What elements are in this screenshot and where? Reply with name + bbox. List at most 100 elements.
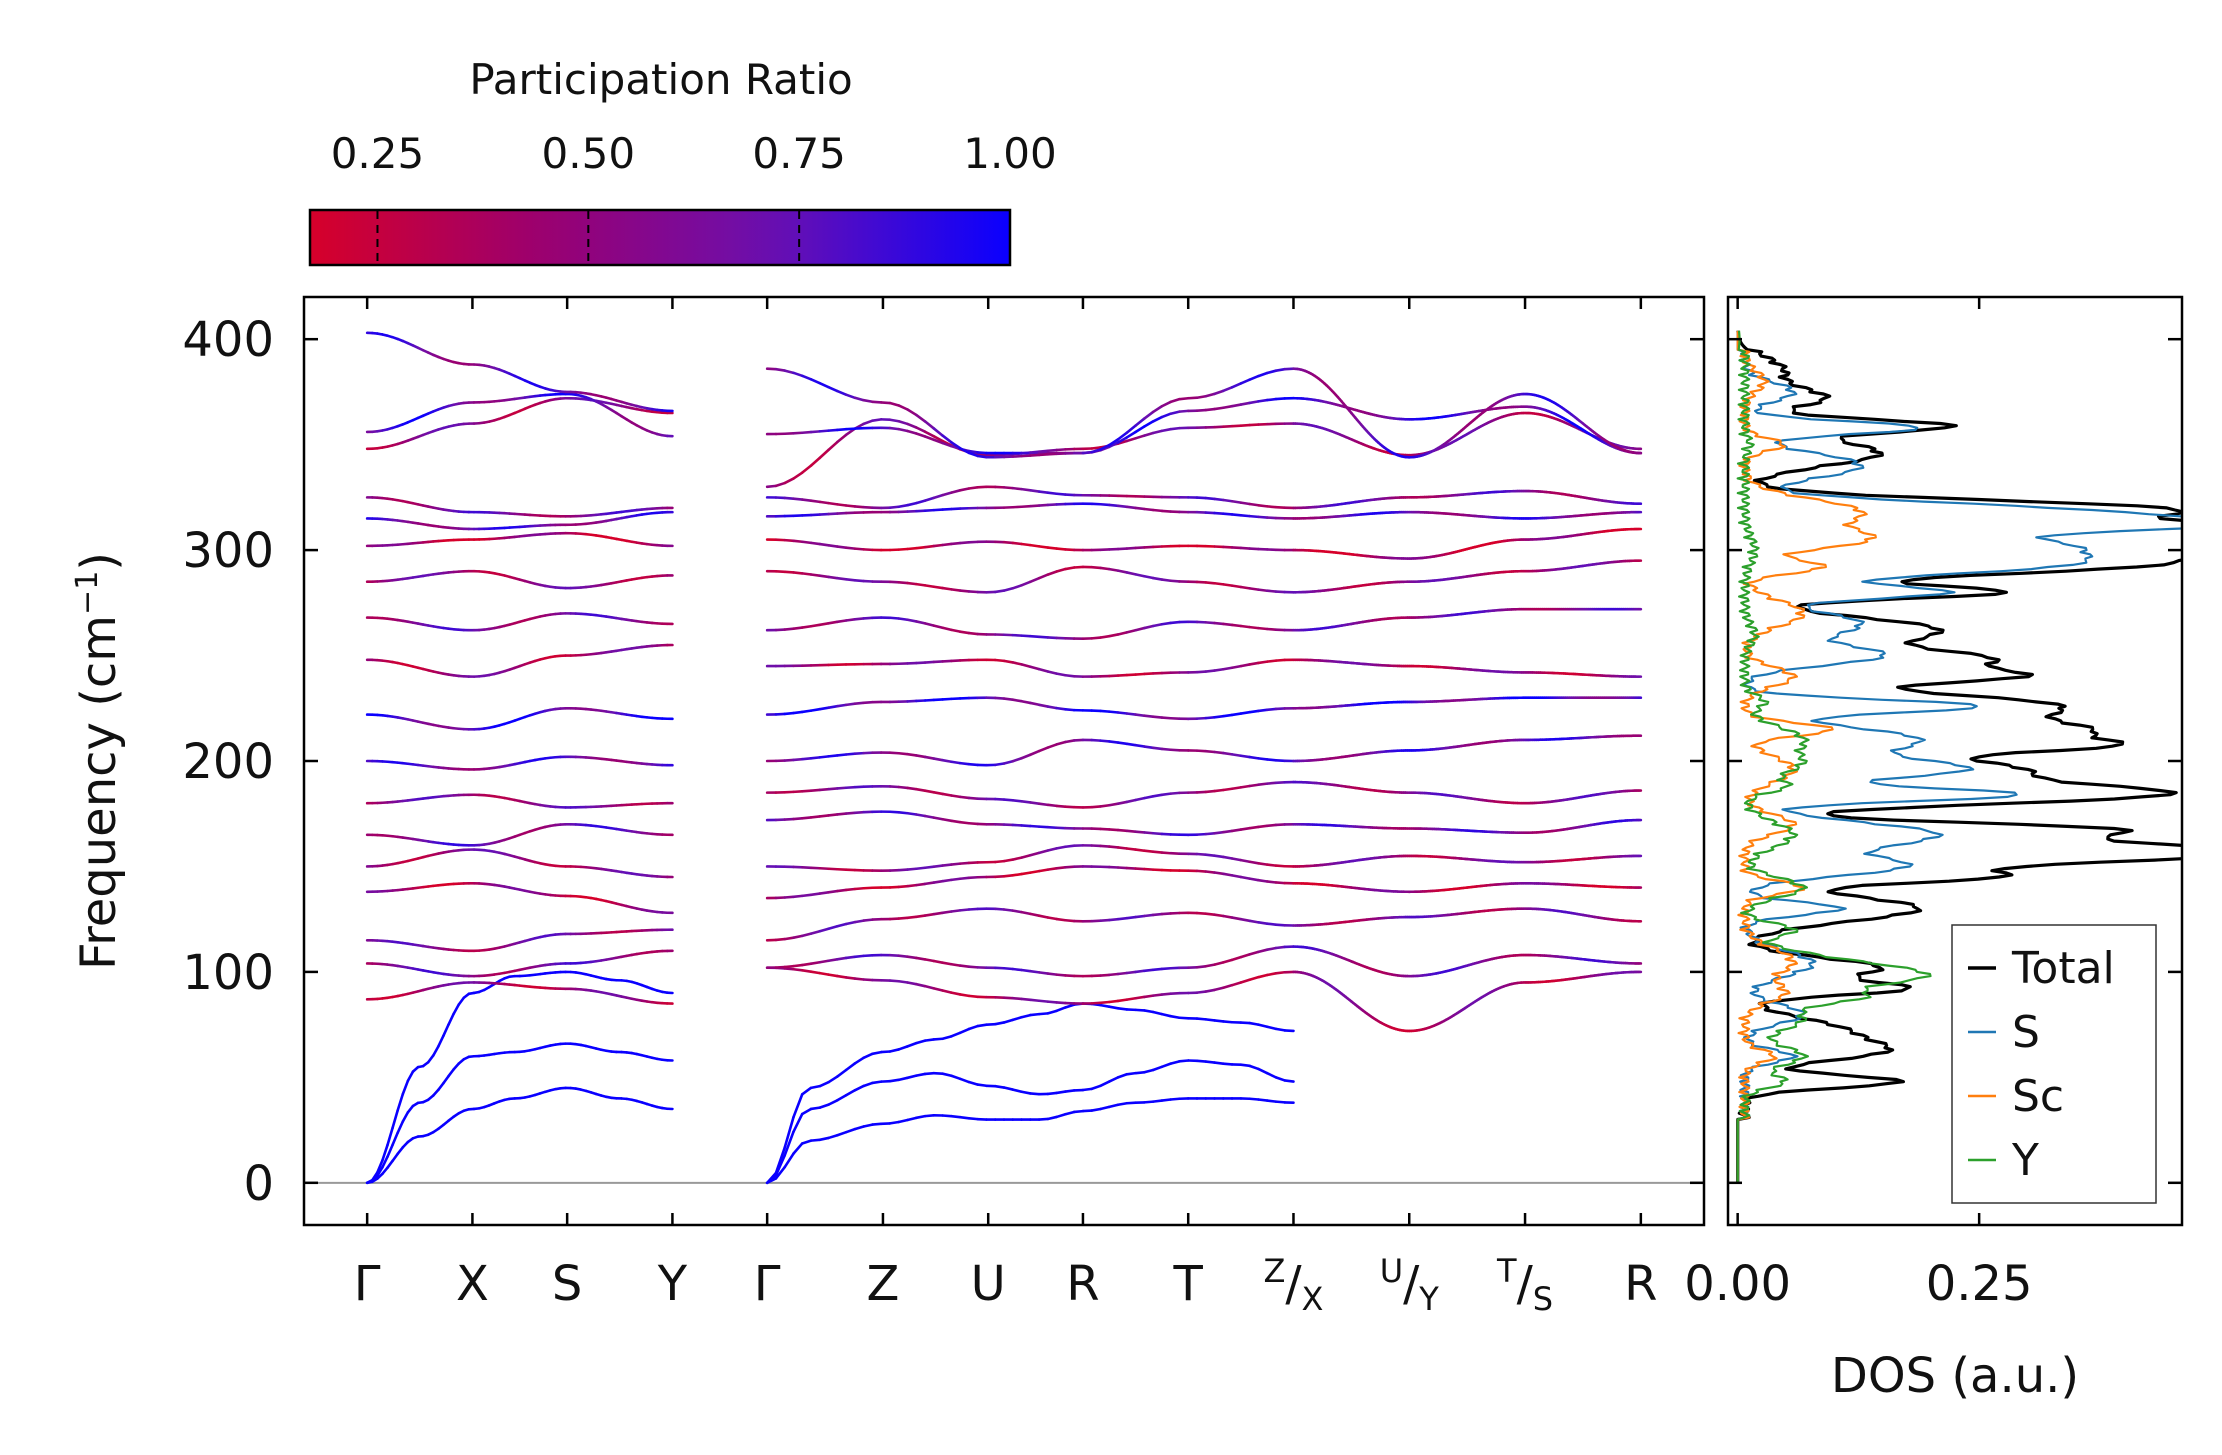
band-segment xyxy=(836,888,848,893)
band-segment xyxy=(906,618,918,623)
band-segment xyxy=(1002,858,1015,863)
band-segment xyxy=(932,585,944,590)
band-segment xyxy=(932,1071,944,1075)
band-segment xyxy=(426,1054,435,1064)
band-segment xyxy=(950,760,962,765)
band-segment xyxy=(827,813,839,817)
band-segment xyxy=(1029,851,1041,857)
band-segment xyxy=(800,540,813,545)
band-segment xyxy=(1134,743,1146,748)
band-segment xyxy=(1029,634,1041,639)
band-segment xyxy=(844,504,857,508)
band-segment xyxy=(923,789,936,794)
band-segment xyxy=(1090,1084,1102,1091)
band-segment xyxy=(897,1045,909,1051)
band-segment xyxy=(1125,915,1137,920)
band-segment xyxy=(381,1155,389,1169)
band-segment xyxy=(818,971,830,976)
band-segment xyxy=(1274,758,1287,763)
band-segment xyxy=(1248,783,1260,788)
band-segment xyxy=(1055,567,1067,573)
band-segment xyxy=(809,707,822,712)
band-segment xyxy=(897,785,909,790)
band-segment xyxy=(897,751,909,756)
band-segment xyxy=(1151,993,1164,997)
band-segment xyxy=(406,1070,415,1083)
band-segment xyxy=(1274,923,1287,927)
band-segment xyxy=(1221,983,1234,990)
band-segment xyxy=(1029,969,1041,974)
band-segment xyxy=(818,706,830,711)
band-segment xyxy=(1116,916,1129,921)
band-segment xyxy=(1116,1072,1129,1079)
band-segment xyxy=(1029,801,1041,805)
band-segment xyxy=(1221,872,1234,877)
band-segment xyxy=(1064,739,1076,744)
band-segment xyxy=(1151,1010,1164,1016)
band-segment xyxy=(1195,911,1208,916)
band-segment xyxy=(888,1078,901,1083)
band-segment xyxy=(1257,824,1269,829)
band-segment xyxy=(958,589,971,593)
band-segment xyxy=(1046,972,1058,976)
band-segment xyxy=(1046,546,1058,550)
band-segment xyxy=(1116,846,1129,850)
band-segment xyxy=(958,820,971,825)
band-segment xyxy=(1046,491,1058,496)
band-segment xyxy=(1160,621,1172,626)
band-segment xyxy=(1257,660,1269,665)
band-segment xyxy=(809,788,822,792)
band-segment xyxy=(888,418,901,423)
band-segment xyxy=(1002,1086,1015,1091)
band-segment xyxy=(1151,831,1164,836)
band-segment xyxy=(844,811,857,815)
band-segment xyxy=(809,541,822,546)
band-segment xyxy=(941,910,953,915)
band-segment xyxy=(844,976,857,980)
band-segment xyxy=(827,924,839,931)
band-segment xyxy=(1160,1062,1172,1069)
band-segment xyxy=(783,964,795,969)
band-segment xyxy=(914,982,927,988)
band-segment xyxy=(774,628,787,632)
band-segment xyxy=(1160,1012,1172,1018)
band-segment xyxy=(923,912,936,917)
band-segment xyxy=(783,936,795,941)
band-segment xyxy=(897,617,909,622)
band-segment xyxy=(809,756,822,760)
band-segment xyxy=(844,752,857,756)
band-segment xyxy=(809,1106,822,1111)
band-segment xyxy=(1064,1089,1076,1093)
band-segment xyxy=(967,821,979,826)
band-segment xyxy=(1055,1112,1067,1119)
band-segment xyxy=(809,1084,822,1090)
band-segment xyxy=(923,584,936,589)
band-segment xyxy=(923,660,936,664)
band-segment xyxy=(827,620,839,625)
band-segment xyxy=(1011,583,1023,590)
band-segment xyxy=(950,489,962,494)
band-segment xyxy=(923,622,936,627)
band-segment xyxy=(844,546,857,550)
band-segment xyxy=(809,456,822,467)
band-segment xyxy=(1257,626,1269,631)
band-segment xyxy=(836,753,848,757)
band-segment xyxy=(1160,792,1172,797)
band-segment xyxy=(1055,845,1067,850)
band-segment xyxy=(941,758,953,764)
band-segment xyxy=(967,907,979,911)
band-segment xyxy=(1239,1021,1251,1025)
band-segment xyxy=(906,811,918,816)
band-segment xyxy=(1248,502,1260,507)
band-segment xyxy=(897,1076,909,1082)
band-segment xyxy=(1265,972,1278,977)
band-segment xyxy=(976,485,988,489)
band-segment xyxy=(1221,666,1234,671)
band-segment xyxy=(1064,844,1076,849)
band-segment xyxy=(1046,1009,1058,1015)
band-segment xyxy=(827,501,839,506)
band-segment xyxy=(1116,800,1129,806)
band-segment xyxy=(1257,1067,1269,1075)
band-segment xyxy=(1143,913,1155,918)
band-segment xyxy=(1055,547,1067,551)
